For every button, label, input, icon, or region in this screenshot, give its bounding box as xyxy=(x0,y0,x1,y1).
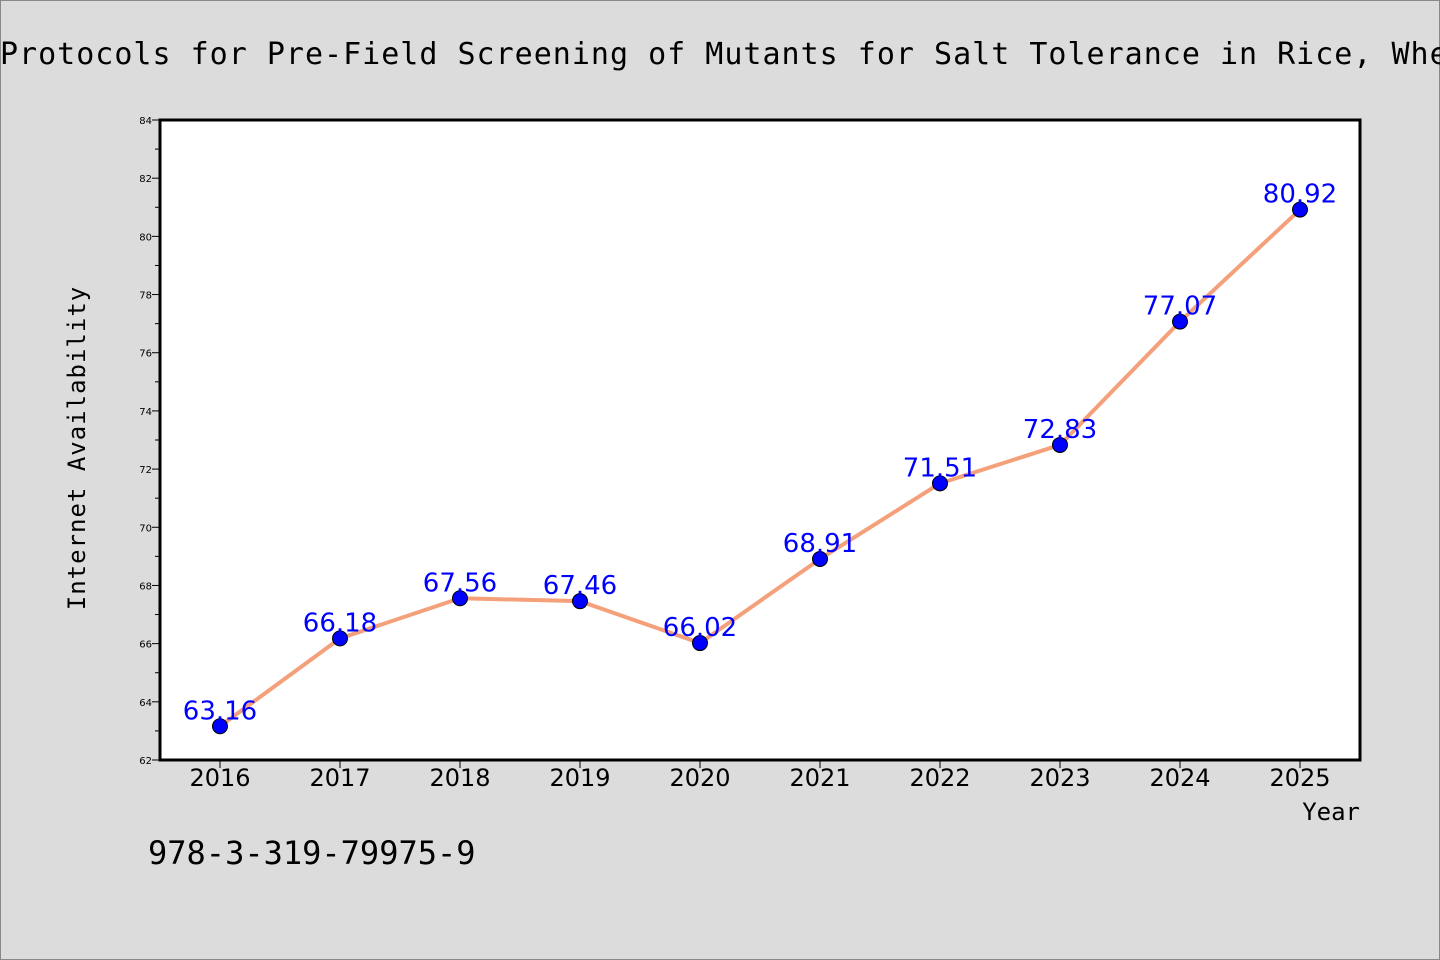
data-label: 66.02 xyxy=(663,613,737,643)
data-label: 67.46 xyxy=(543,571,617,601)
data-point xyxy=(1052,436,1068,453)
y-axis: 62 64 66 68 70 72 74 76 78 80 82 84 xyxy=(139,116,160,767)
y-axis-label: Internet Availability xyxy=(63,286,91,610)
data-label: 71.51 xyxy=(903,453,977,483)
data-point xyxy=(1292,201,1308,218)
x-tick-label: 2025 xyxy=(1269,764,1330,792)
y-tick-label: 70 xyxy=(139,523,152,534)
y-tick-label: 62 xyxy=(139,756,152,767)
x-tick-label: 2020 xyxy=(669,764,730,792)
x-axis-label: Year xyxy=(1302,798,1360,826)
x-tick-label: 2021 xyxy=(789,764,850,792)
data-point xyxy=(212,718,228,735)
y-tick-label: 72 xyxy=(139,465,152,476)
data-label: 68.91 xyxy=(783,529,857,559)
data-labels: 63.16 66.18 67.56 67.46 66.02 68.91 71.51 72.83… xyxy=(183,180,1337,727)
y-tick-label: 68 xyxy=(139,581,152,592)
x-tick-label: 2018 xyxy=(429,764,490,792)
series-line xyxy=(218,208,1302,728)
data-point xyxy=(1172,313,1188,330)
data-label: 63.16 xyxy=(183,696,257,726)
x-tick-label: 2022 xyxy=(909,764,970,792)
y-tick-label: 74 xyxy=(139,407,152,418)
data-label: 80.92 xyxy=(1263,180,1337,210)
x-axis: 2016 2017 2018 2019 2020 2021 2022 2023 2024 2025 xyxy=(189,760,1331,792)
data-point xyxy=(932,475,948,492)
plot-area xyxy=(158,118,1362,762)
y-tick-label: 64 xyxy=(139,698,152,709)
data-point xyxy=(452,590,468,607)
x-tick-label: 2019 xyxy=(549,764,610,792)
data-label: 72.83 xyxy=(1023,415,1097,445)
y-tick-label: 66 xyxy=(139,640,152,651)
y-tick-label: 80 xyxy=(139,232,152,243)
x-tick-label: 2023 xyxy=(1029,764,1090,792)
data-point xyxy=(692,635,708,652)
x-tick-label: 2016 xyxy=(189,764,250,792)
y-tick-label: 78 xyxy=(139,291,152,302)
data-point xyxy=(572,593,588,610)
y-tick-label: 76 xyxy=(139,349,152,360)
isbn-text: 978-3-319-79975-9 xyxy=(148,834,476,872)
data-point xyxy=(332,630,348,647)
x-tick-label: 2024 xyxy=(1149,764,1210,792)
series-markers xyxy=(212,201,1308,735)
chart-title: Protocols for Pre-Field Screening of Mut… xyxy=(0,37,1440,72)
x-tick-label: 2017 xyxy=(309,764,370,792)
data-label: 66.18 xyxy=(303,608,377,638)
y-tick-label: 82 xyxy=(139,174,152,185)
data-label: 77.07 xyxy=(1143,292,1217,322)
y-tick-label: 84 xyxy=(139,116,152,127)
data-label: 67.56 xyxy=(423,568,497,598)
data-point xyxy=(812,550,828,567)
